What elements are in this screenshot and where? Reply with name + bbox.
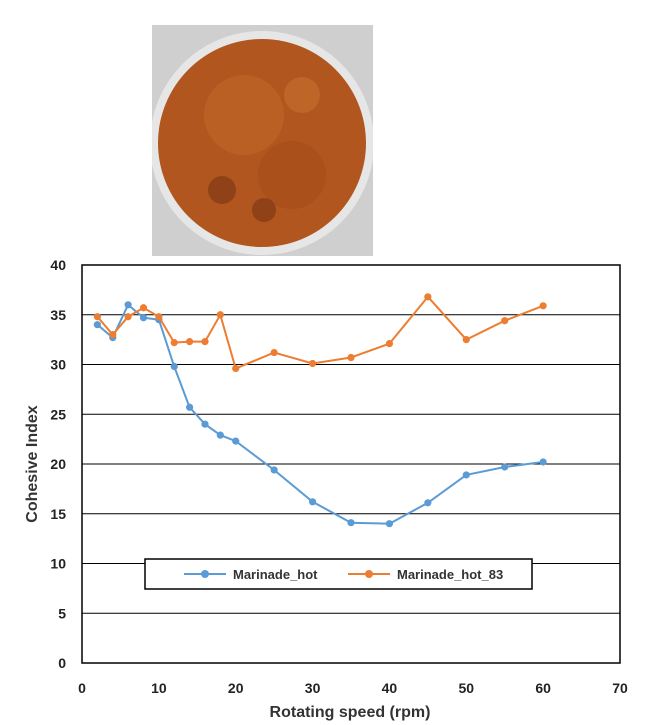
data-point-marinade-hot-83 xyxy=(347,353,355,362)
data-point-marinade-hot-83 xyxy=(501,317,509,325)
legend-marker-marinade-hot xyxy=(201,570,209,578)
x-tick-label: 20 xyxy=(228,680,244,696)
y-tick-label: 40 xyxy=(50,257,66,273)
data-point-marinade-hot xyxy=(232,437,240,445)
data-point-marinade-hot xyxy=(139,314,148,322)
data-point-marinade-hot xyxy=(539,458,547,466)
data-point-marinade-hot-83 xyxy=(308,359,317,368)
data-point-marinade-hot xyxy=(93,321,101,329)
data-point-marinade-hot-83 xyxy=(201,338,209,346)
y-tick-label: 25 xyxy=(50,406,66,422)
x-tick-label: 70 xyxy=(612,680,628,696)
data-point-marinade-hot xyxy=(308,498,317,506)
data-point-marinade-hot-83 xyxy=(109,331,117,339)
legend-marker-marinade-hot-83 xyxy=(365,570,373,578)
data-point-marinade-hot-83 xyxy=(462,336,470,344)
data-point-marinade-hot-83 xyxy=(93,313,101,321)
data-point-marinade-hot-83 xyxy=(424,293,432,301)
marinade-bowl-photo-icon xyxy=(152,25,373,256)
y-tick-label: 30 xyxy=(50,357,66,373)
data-point-marinade-hot xyxy=(170,362,178,371)
data-point-marinade-hot xyxy=(186,403,194,411)
legend-label-marinade-hot-83: Marinade_hot_83 xyxy=(397,567,503,582)
y-tick-label: 0 xyxy=(58,655,66,671)
y-tick-label: 10 xyxy=(50,556,66,572)
y-tick-label: 35 xyxy=(50,307,66,323)
x-tick-label: 50 xyxy=(458,680,474,696)
data-point-marinade-hot-83 xyxy=(139,304,148,312)
data-point-marinade-hot xyxy=(347,519,355,527)
data-point-marinade-hot xyxy=(501,463,509,471)
data-point-marinade-hot-83 xyxy=(155,313,163,321)
data-point-marinade-hot xyxy=(216,431,224,439)
x-tick-label: 60 xyxy=(535,680,551,696)
y-tick-label: 15 xyxy=(50,506,66,522)
data-point-marinade-hot-83 xyxy=(170,339,178,347)
x-axis-title: Rotating speed (rpm) xyxy=(270,704,431,721)
data-point-marinade-hot-83 xyxy=(385,340,394,348)
data-point-marinade-hot xyxy=(424,499,432,507)
legend: Marinade_hot Marinade_hot_83 xyxy=(144,558,533,590)
legend-label-marinade-hot: Marinade_hot xyxy=(233,567,318,582)
series-marinade-hot-83 xyxy=(93,293,547,373)
y-tick-label: 5 xyxy=(58,605,66,621)
x-tick-label: 0 xyxy=(78,680,86,696)
data-point-marinade-hot xyxy=(124,301,132,309)
y-tick-label: 20 xyxy=(50,456,66,472)
data-point-marinade-hot xyxy=(270,466,278,474)
x-tick-label: 40 xyxy=(382,680,398,696)
y-axis-title: Cohesive Index xyxy=(24,405,41,522)
data-point-marinade-hot-83 xyxy=(124,313,132,321)
data-point-marinade-hot xyxy=(385,520,394,528)
data-point-marinade-hot xyxy=(201,420,209,428)
data-point-marinade-hot-83 xyxy=(186,338,194,346)
data-point-marinade-hot-83 xyxy=(539,302,547,310)
x-tick-label: 30 xyxy=(305,680,321,696)
data-point-marinade-hot xyxy=(462,471,470,479)
data-point-marinade-hot-83 xyxy=(270,348,278,357)
data-point-marinade-hot-83 xyxy=(216,311,224,319)
x-tick-label: 10 xyxy=(151,680,167,696)
data-point-marinade-hot-83 xyxy=(232,364,240,373)
